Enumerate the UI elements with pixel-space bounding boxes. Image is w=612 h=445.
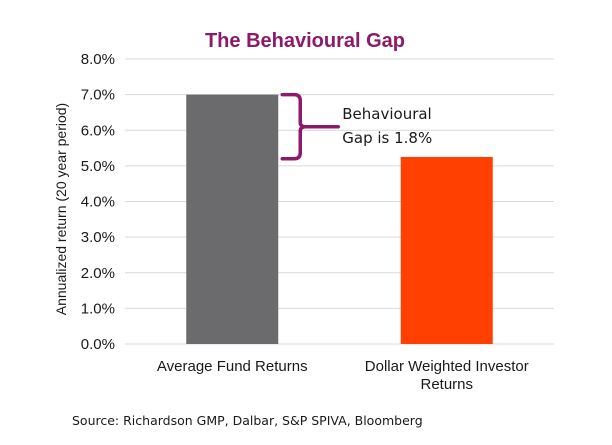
category-label: Returns (420, 376, 473, 393)
y-tick-label: 5.0% (81, 158, 115, 175)
category-label: Dollar Weighted Investor (365, 358, 529, 375)
y-tick-label: 3.0% (81, 229, 115, 246)
chart-title: The Behavioural Gap (205, 30, 405, 52)
y-tick-label: 0.0% (81, 336, 115, 353)
y-tick-label: 2.0% (81, 265, 115, 282)
y-tick-label: 4.0% (81, 194, 115, 211)
y-axis-label: Annualized return (20 year period) (53, 103, 69, 315)
y-axis-ticks: 0.0% 1.0% 2.0% 3.0% 4.0% 5.0% 6.0% 7.0% 8.0% (81, 51, 115, 353)
x-axis-categories: Average Fund Returns Dollar Weighted Inve… (157, 358, 529, 393)
gap-bracket (280, 92, 340, 161)
source-note: Source: Richardson GMP, Dalbar, S&P SPIV… (72, 413, 423, 428)
y-tick-label: 8.0% (81, 51, 115, 68)
y-tick-label: 6.0% (81, 122, 115, 139)
bars (186, 94, 493, 344)
gap-annotation: Behavioural Gap is 1.8% (280, 92, 432, 161)
y-tick-label: 1.0% (81, 300, 115, 317)
bar-2 (400, 156, 493, 344)
y-tick-label: 7.0% (81, 87, 115, 104)
category-label: Average Fund Returns (157, 358, 308, 375)
bar-1 (186, 94, 279, 344)
annotation-text: Gap is 1.8% (342, 129, 432, 147)
annotation-text: Behavioural (342, 105, 431, 123)
